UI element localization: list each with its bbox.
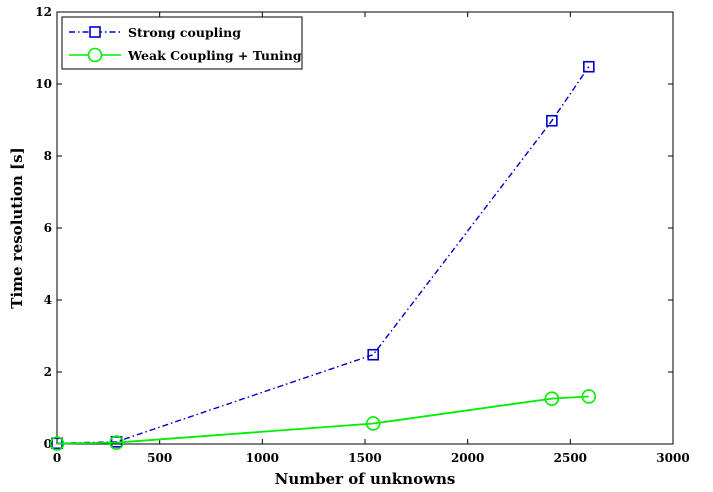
legend: Strong coupling Weak Coupling + Tuning	[61, 16, 303, 70]
y-tick-label: 4	[44, 293, 52, 307]
x-tick-label: 2500	[554, 451, 587, 465]
x-tick-label: 1000	[246, 451, 279, 465]
x-tick-label: 500	[147, 451, 172, 465]
data-point-circle	[49, 436, 65, 451]
y-axis-label: Time resolution [s]	[8, 147, 26, 308]
plot-area	[56, 11, 674, 445]
legend-box	[61, 16, 303, 70]
x-tick-label: 2000	[451, 451, 484, 465]
data-point-square	[583, 60, 595, 73]
data-point-circle	[544, 391, 560, 406]
data-point-circle	[365, 416, 381, 431]
x-axis-label: Number of unknowns	[275, 470, 456, 488]
series-line-1	[56, 395, 589, 445]
y-tick-label: 2	[44, 365, 52, 379]
legend-label-weak: Weak Coupling + Tuning	[127, 48, 302, 63]
x-tick-label: 3000	[656, 451, 689, 465]
data-point-square	[546, 114, 558, 127]
y-tick-label: 12	[35, 5, 52, 19]
x-tick-label: 0	[53, 451, 61, 465]
data-point-circle	[109, 435, 124, 450]
y-tick-label: 0	[44, 437, 52, 451]
y-tick-label: 10	[35, 77, 52, 91]
y-tick-label: 6	[44, 221, 52, 235]
y-tick-label: 8	[44, 149, 52, 163]
legend-marker-strong	[89, 26, 101, 38]
legend-label-strong: Strong coupling	[128, 25, 241, 40]
data-point-square	[367, 348, 380, 361]
data-point-circle	[581, 389, 597, 404]
legend-marker-weak	[87, 47, 103, 63]
x-tick-label: 1500	[348, 451, 381, 465]
